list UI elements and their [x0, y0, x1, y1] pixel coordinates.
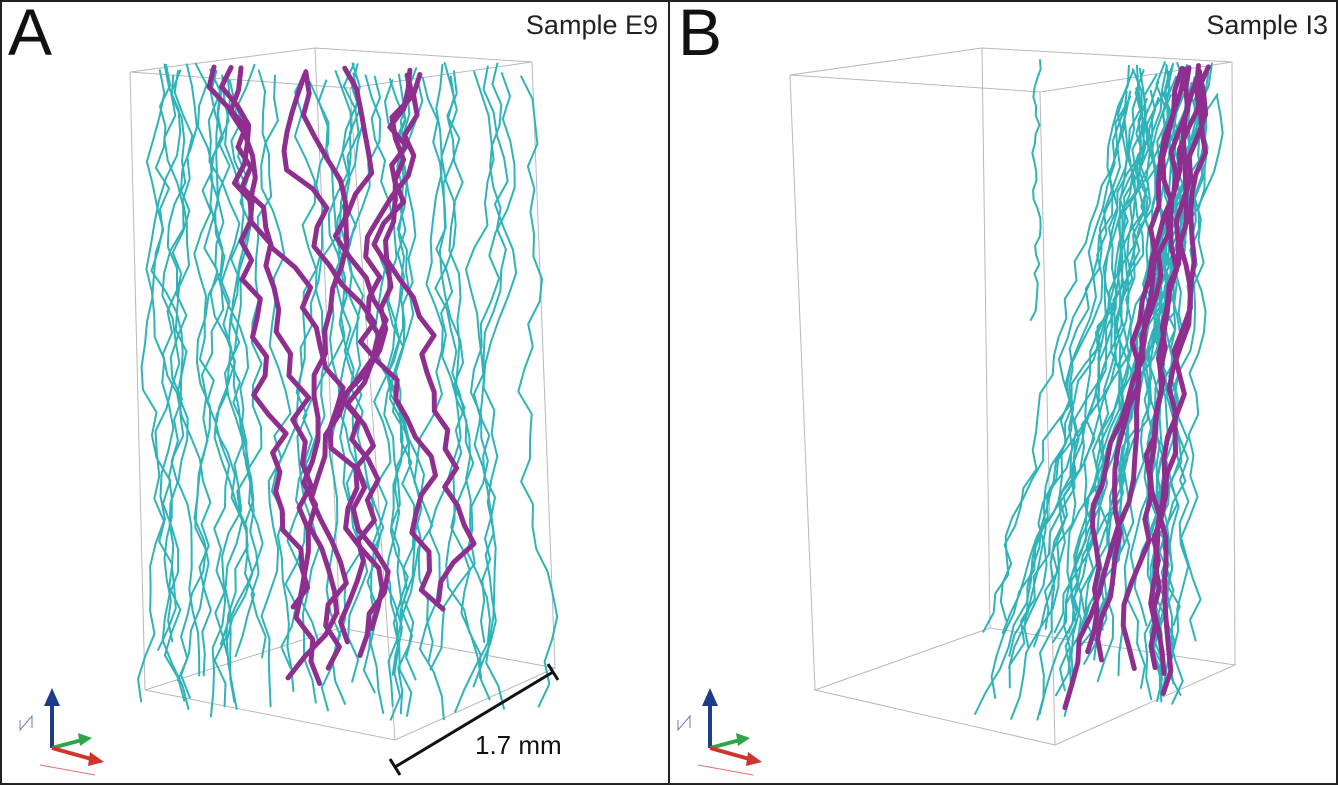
vessel-strand — [465, 70, 497, 688]
vessel-strand — [454, 72, 516, 713]
vessel-strand — [173, 69, 212, 677]
vessel-strand — [280, 79, 330, 669]
vessel-strand — [1008, 65, 1168, 689]
vessel-strand — [429, 75, 476, 671]
bounding-box — [789, 47, 1237, 746]
scale-bar — [388, 663, 560, 776]
vessel-strand — [1070, 67, 1147, 679]
vessel-strand — [1029, 59, 1042, 321]
vessel-strand-thick — [285, 69, 350, 681]
scale-bar-label: 1.7 mm — [475, 730, 562, 760]
vessel-strand — [286, 70, 353, 644]
vessel-strand — [334, 63, 369, 683]
vessel-strand — [473, 62, 507, 643]
vessel-strand-thick — [1147, 65, 1185, 696]
vessel-strand — [1008, 62, 1174, 657]
vessel-network — [137, 61, 559, 721]
vessel-strand — [207, 78, 256, 658]
vessel-strand — [260, 74, 292, 708]
vessel-strand-thick — [1148, 64, 1211, 671]
vessel-strand — [161, 74, 201, 677]
vessel-strand — [193, 62, 231, 657]
vessel-strand — [209, 75, 245, 718]
sample-label: Sample E9 — [525, 10, 658, 40]
vessel-strand — [438, 70, 491, 701]
panel-label: A — [8, 0, 53, 69]
panel-a: A Sample E9 1.7 mm — [0, 0, 668, 785]
vessel-strand — [213, 63, 256, 708]
vessel-strand — [1036, 95, 1132, 721]
vessel-strand-thick — [206, 64, 385, 631]
vessel-strand — [1033, 73, 1158, 648]
vessel-strand — [1023, 88, 1140, 649]
vessel-strand — [517, 75, 559, 708]
orientation-axes-icon — [677, 688, 762, 776]
vessel-strand — [180, 69, 224, 699]
panel-b-render — [677, 47, 1237, 776]
vessel-strand — [295, 80, 338, 704]
vessel-strand — [145, 63, 186, 702]
vessel-strand — [389, 67, 418, 717]
vessel-network — [974, 59, 1224, 721]
vessel-strand — [1150, 61, 1173, 687]
vessel-strand — [1180, 64, 1209, 642]
vessel-strand — [999, 90, 1128, 622]
vessel-strand — [1063, 63, 1171, 717]
orientation-axes-icon — [19, 688, 104, 776]
vessel-strand — [270, 68, 318, 693]
vessel-strand — [150, 63, 185, 643]
vessel-strand-thick — [1085, 63, 1201, 655]
vessel-strand-thick — [383, 67, 477, 603]
vessel-strand-thick — [281, 71, 446, 612]
panel-a-render — [19, 47, 560, 776]
panel-label: B — [678, 0, 723, 69]
sample-label: Sample I3 — [1206, 10, 1328, 40]
vessel-strand — [421, 76, 483, 679]
panel-divider — [668, 0, 670, 785]
vessel-strand — [1010, 99, 1130, 720]
vessel-strand — [1073, 64, 1142, 663]
panel-b: B Sample I3 — [670, 0, 1338, 785]
vessel-strand-thick — [332, 65, 391, 658]
vessel-strand — [1066, 64, 1130, 634]
vessel-strand — [1112, 70, 1135, 677]
vessel-strand — [157, 63, 198, 651]
vessel-strand — [137, 69, 185, 703]
vessel-strand — [140, 69, 190, 710]
